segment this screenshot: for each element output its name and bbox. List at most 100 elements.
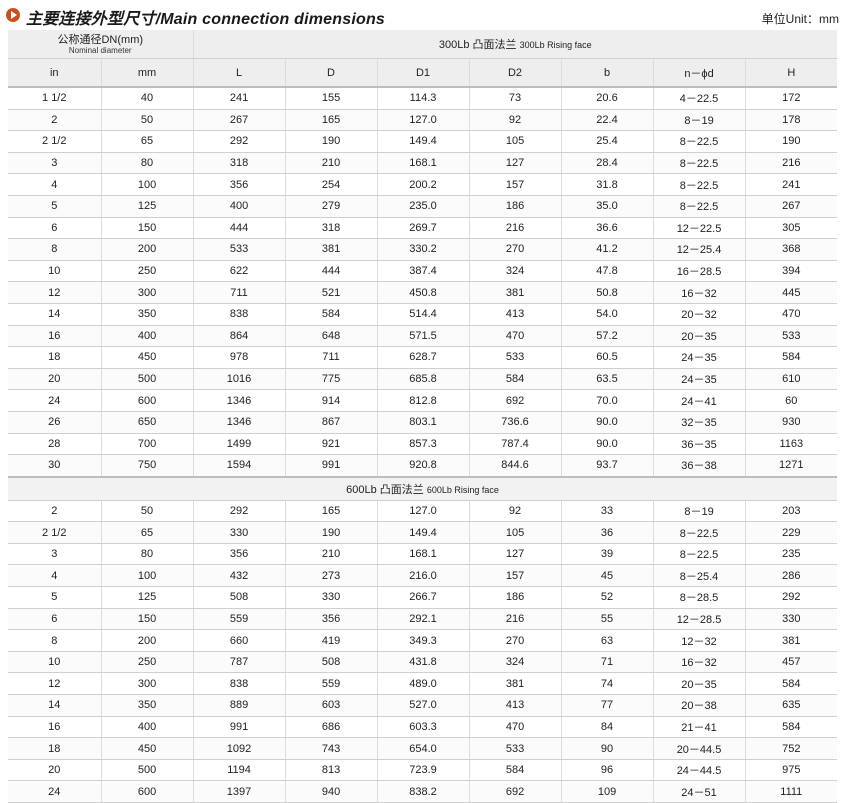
table-cell: 50 [101,500,194,523]
table-cell: 838.2 [377,780,470,803]
table-cell: 600 [101,780,194,803]
table-cell: 20 [8,759,102,782]
table-cell: 600 [101,389,194,412]
table-cell: 8－25.4 [653,564,746,588]
table-cell: 940 [285,780,378,803]
table-cell: 157 [469,173,562,196]
table-cell: 2 [8,109,102,132]
table-cell: 330 [193,521,286,544]
group-title-300lb-cn: 300Lb 凸面法兰 [438,39,517,51]
table-cell: 127 [469,543,562,566]
table-cell: 20－35 [653,325,746,348]
column-header-row: in mm L D D1 D2 b n－ϕd H [8,58,838,88]
table-cell: 190 [285,521,378,544]
table-cell: 431.8 [377,651,470,674]
table-cell: 4－22.5 [653,87,746,110]
table-cell: 63 [561,629,654,652]
table-cell: 6 [8,608,102,631]
table-cell: 1092 [193,737,286,760]
table-cell: 975 [745,759,838,782]
table-cell: 149.4 [377,521,470,544]
table-cell: 16－32 [653,651,746,674]
table-cell: 127 [469,152,562,175]
table-cell: 16 [8,325,102,348]
table-cell: 318 [193,152,286,175]
table-row: 18 450 978 711 628.7 533 60.5 24－35 584 [8,346,838,369]
table-cell: 864 [193,325,286,348]
table-row: 12 300 711 521 450.8 381 50.8 16－32 445 [8,281,838,304]
table-cell: 203 [745,500,838,523]
table-cell: 8－22.5 [653,195,746,218]
table-cell: 700 [101,433,194,456]
table-cell: 36.6 [561,217,654,240]
table-cell: 24－41 [653,389,746,412]
table-cell: 1346 [193,389,286,412]
table-cell: 229 [745,521,838,544]
table-cell: 400 [193,195,286,218]
table-cell: 584 [745,346,838,369]
table-cell: 803.1 [377,411,470,434]
table-cell: 31.8 [561,173,654,196]
table-cell: 330 [745,608,838,631]
table-cell: 40 [101,87,194,110]
column-header-6: b [561,58,654,88]
table-cell: 920.8 [377,454,470,478]
table-cell: 216 [469,217,562,240]
table-cell: 70.0 [561,389,654,412]
table-cell: 508 [285,651,378,674]
table-cell: 978 [193,346,286,369]
table-row: 28 700 1499 921 857.3 787.4 90.0 36－35 1163 [8,433,838,456]
table-cell: 149.4 [377,130,470,153]
table-cell: 813 [285,759,378,782]
table-cell: 54.0 [561,303,654,326]
table-cell: 8－28.5 [653,586,746,609]
group-title-300lb: 300Lb 凸面法兰 300Lb Rising face [193,30,838,59]
group-title-600lb-en: 600Lb Rising face [426,484,499,495]
table-cell: 186 [469,195,562,218]
table-row: 24 600 1346 914 812.8 692 70.0 24－41 60 [8,389,838,412]
table-cell: 648 [285,325,378,348]
table-cell: 10 [8,260,102,283]
unit-label: 单位Unit：mm [761,12,839,26]
table-cell: 74 [561,672,654,696]
table-cell: 1346 [193,411,286,434]
table-cell: 190 [745,130,838,153]
table-cell: 584 [745,716,838,739]
table-cell: 190 [285,130,378,153]
table-row: 2 50 267 165 127.0 92 22.4 8－19 178 [8,109,838,132]
table-cell: 165 [285,500,378,523]
table-cell: 16 [8,716,102,739]
table-cell: 250 [101,651,194,674]
table-cell: 305 [745,217,838,240]
table-cell: 930 [745,411,838,434]
table-cell: 250 [101,260,194,283]
table-cell: 533 [469,346,562,369]
table-cell: 752 [745,737,838,760]
table-cell: 8 [8,238,102,261]
table-cell: 743 [285,737,378,760]
table-row: 8 200 533 381 330.2 270 41.2 12－25.4 368 [8,238,838,261]
table-row: 16 400 991 686 603.3 470 84 21－41 584 [8,716,838,739]
table-cell: 1499 [193,433,286,456]
section-title: 主要连接外型尺寸/Main connection dimensions [26,11,386,28]
table-cell: 254 [285,173,378,196]
table-cell: 381 [469,672,562,696]
table-row: 20 500 1016 775 685.8 584 63.5 24－35 610 [8,368,838,391]
table-cell: 521 [285,281,378,304]
table-cell: 26 [8,411,102,434]
table-cell: 12－32 [653,629,746,652]
table-cell: 157 [469,564,562,588]
table-cell: 273 [285,564,378,588]
table-cell: 12－22.5 [653,217,746,240]
table-cell: 356 [193,543,286,566]
table-cell: 4 [8,564,102,588]
table-cell: 45 [561,564,654,588]
table-cell: 109 [561,780,654,803]
table-cell: 5 [8,586,102,609]
table-cell: 35.0 [561,195,654,218]
table-cell: 394 [745,260,838,283]
table-row: 1 1/2 40 241 155 114.3 73 20.6 4－22.5 172 [8,87,838,110]
table-cell: 24－51 [653,780,746,803]
table-cell: 2 1/2 [8,521,102,544]
table-row: 4 100 432 273 216.0 157 45 8－25.4 286 [8,564,838,588]
